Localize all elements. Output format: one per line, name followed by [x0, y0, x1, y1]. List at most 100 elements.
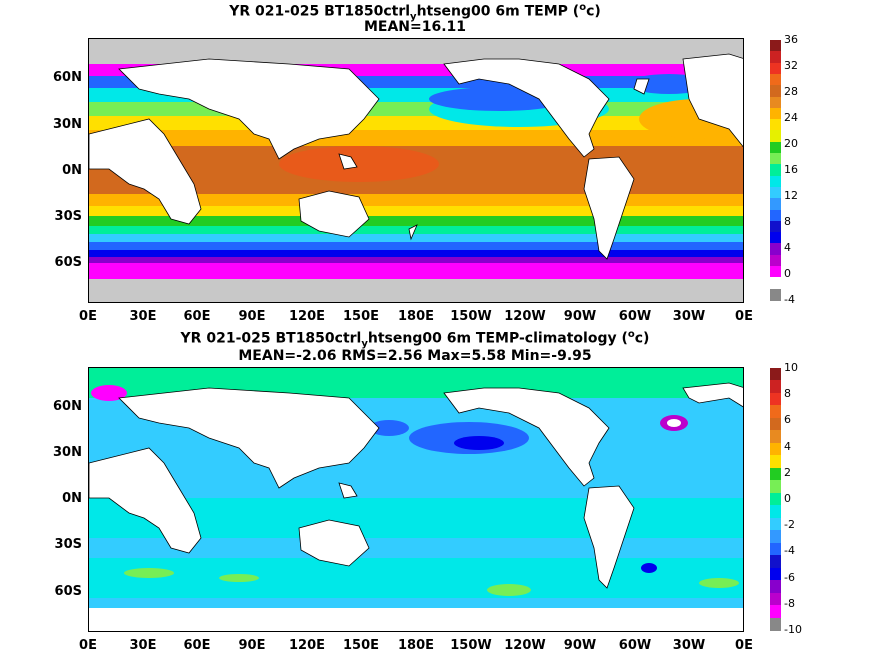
bottom-ylabel-30n: 30N [53, 445, 82, 460]
top-ylabel-30n: 30N [53, 117, 82, 132]
bottom-xlabel-60e: 60E [183, 638, 211, 653]
top-ylabel-0n: 0N [62, 163, 82, 178]
top-colorbar-swatch [770, 62, 781, 75]
bottom-map-plot [88, 367, 744, 632]
top-xlabel-150e: 150E [342, 309, 380, 324]
top-colorbar-swatch [770, 220, 781, 233]
bottom-xlabel-150w: 150W [450, 638, 492, 653]
bottom-colorbar-swatch [770, 405, 781, 419]
top-colorbar-swatch [770, 209, 781, 222]
bottom-anomaly-map [89, 368, 743, 631]
top-colorbar-swatch [770, 198, 781, 211]
top-colorbar-swatch [770, 130, 781, 143]
top-colorbar-tick-label: 0 [784, 267, 791, 280]
bottom-ylabel-0n: 0N [62, 491, 82, 506]
bottom-colorbar-swatch [770, 455, 781, 469]
bottom-colorbar-swatch [770, 442, 781, 456]
top-ylabel-30s: 30S [54, 209, 82, 224]
top-xlabel-30w: 30W [672, 309, 706, 324]
top-colorbar [770, 40, 781, 301]
bottom-ylabel-60n: 60N [53, 399, 82, 414]
top-xlabel-120w: 120W [504, 309, 546, 324]
bottom-colorbar-tick-label: 2 [784, 465, 791, 479]
top-colorbar-swatch [770, 119, 781, 132]
bottom-colorbar-swatch [770, 530, 781, 544]
bottom-colorbar-swatch [770, 368, 781, 381]
bottom-xlabel-0e: 0E [79, 638, 97, 653]
bottom-colorbar-tick-label: 8 [784, 387, 791, 401]
top-colorbar-swatch [770, 164, 781, 177]
bottom-xlabel-60w: 60W [618, 638, 652, 653]
bottom-colorbar-tick-label: -8 [784, 596, 795, 610]
bottom-xlabel-180e: 180E [397, 638, 435, 653]
bottom-colorbar-swatch [770, 380, 781, 394]
top-colorbar-swatch [770, 85, 781, 98]
top-colorbar-tick-label: 20 [784, 137, 798, 150]
top-colorbar-tick-label: 36 [784, 33, 798, 46]
top-colorbar-swatch [770, 186, 781, 199]
bottom-xlabel-30w: 30W [672, 638, 706, 653]
top-title: YR 021-025 BT1850ctrlyhtseng00 6m TEMP (… [229, 2, 601, 23]
bottom-colorbar-swatch [770, 617, 781, 631]
top-map-plot [88, 38, 744, 303]
bottom-colorbar-swatch [770, 505, 781, 519]
bottom-colorbar-tick-label: 0 [784, 492, 791, 505]
top-colorbar-tick-label: 12 [784, 189, 798, 202]
top-colorbar-swatch [770, 288, 781, 301]
top-colorbar-swatch [770, 96, 781, 109]
top-colorbar-swatch [770, 243, 781, 256]
bottom-colorbar-swatch [770, 430, 781, 444]
top-xlabel-0e-end: 0E [735, 309, 753, 324]
bottom-colorbar-tick-label: -2 [784, 518, 795, 532]
top-colorbar-swatch [770, 277, 781, 290]
bottom-xlabel-90e: 90E [238, 638, 266, 653]
top-subtitle: MEAN=16.11 [363, 19, 467, 35]
bottom-colorbar-swatch [770, 492, 781, 506]
bottom-ylabel-60s: 60S [54, 584, 82, 599]
top-ylabel-60s: 60S [54, 255, 82, 270]
bottom-colorbar-tick-label: -6 [784, 570, 795, 584]
top-colorbar-swatch [770, 175, 781, 188]
bottom-xlabel-0e-end: 0E [735, 638, 753, 653]
bottom-colorbar-swatch [770, 517, 781, 531]
bottom-colorbar [770, 368, 781, 631]
top-xlabel-30e: 30E [129, 309, 157, 324]
top-xlabel-120e: 120E [288, 309, 326, 324]
top-xlabel-60e: 60E [183, 309, 211, 324]
top-colorbar-swatch [770, 254, 781, 267]
bottom-colorbar-swatch [770, 480, 781, 494]
top-colorbar-swatch [770, 40, 781, 52]
top-ylabel-60n: 60N [53, 70, 82, 85]
bottom-ylabel-30s: 30S [54, 537, 82, 552]
top-colorbar-swatch [770, 73, 781, 86]
bottom-colorbar-tick-label: 10 [784, 361, 798, 374]
bottom-subtitle: MEAN=-2.06 RMS=2.56 Max=5.58 Min=-9.95 [238, 348, 592, 364]
bottom-colorbar-tick-label: -4 [784, 544, 795, 558]
top-colorbar-tick-label: 16 [784, 163, 798, 176]
bottom-colorbar-tick-label: 6 [784, 413, 791, 427]
bottom-xlabel-30e: 30E [129, 638, 157, 653]
top-colorbar-swatch [770, 51, 781, 64]
top-colorbar-swatch [770, 266, 781, 279]
top-colorbar-tick-label: 28 [784, 85, 798, 98]
bottom-colorbar-swatch [770, 567, 781, 581]
bottom-title: YR 021-025 BT1850ctrlyhtseng00 6m TEMP-c… [180, 329, 650, 350]
top-temperature-map [89, 39, 743, 302]
top-colorbar-tick-label: 24 [784, 111, 798, 124]
bottom-colorbar-swatch [770, 467, 781, 481]
top-xlabel-60w: 60W [618, 309, 652, 324]
top-colorbar-swatch [770, 232, 781, 245]
top-colorbar-tick-label: -4 [784, 293, 795, 306]
bottom-xlabel-120e: 120E [288, 638, 326, 653]
top-colorbar-swatch [770, 153, 781, 166]
bottom-colorbar-tick-label: -10 [784, 623, 802, 636]
bottom-xlabel-150e: 150E [342, 638, 380, 653]
top-xlabel-180e: 180E [397, 309, 435, 324]
bottom-colorbar-tick-label: 4 [784, 439, 791, 453]
bottom-colorbar-swatch [770, 542, 781, 556]
top-xlabel-90w: 90W [563, 309, 597, 324]
bottom-colorbar-swatch [770, 592, 781, 606]
bottom-colorbar-swatch [770, 555, 781, 569]
top-colorbar-tick-label: 4 [784, 241, 791, 254]
bottom-colorbar-swatch [770, 605, 781, 619]
